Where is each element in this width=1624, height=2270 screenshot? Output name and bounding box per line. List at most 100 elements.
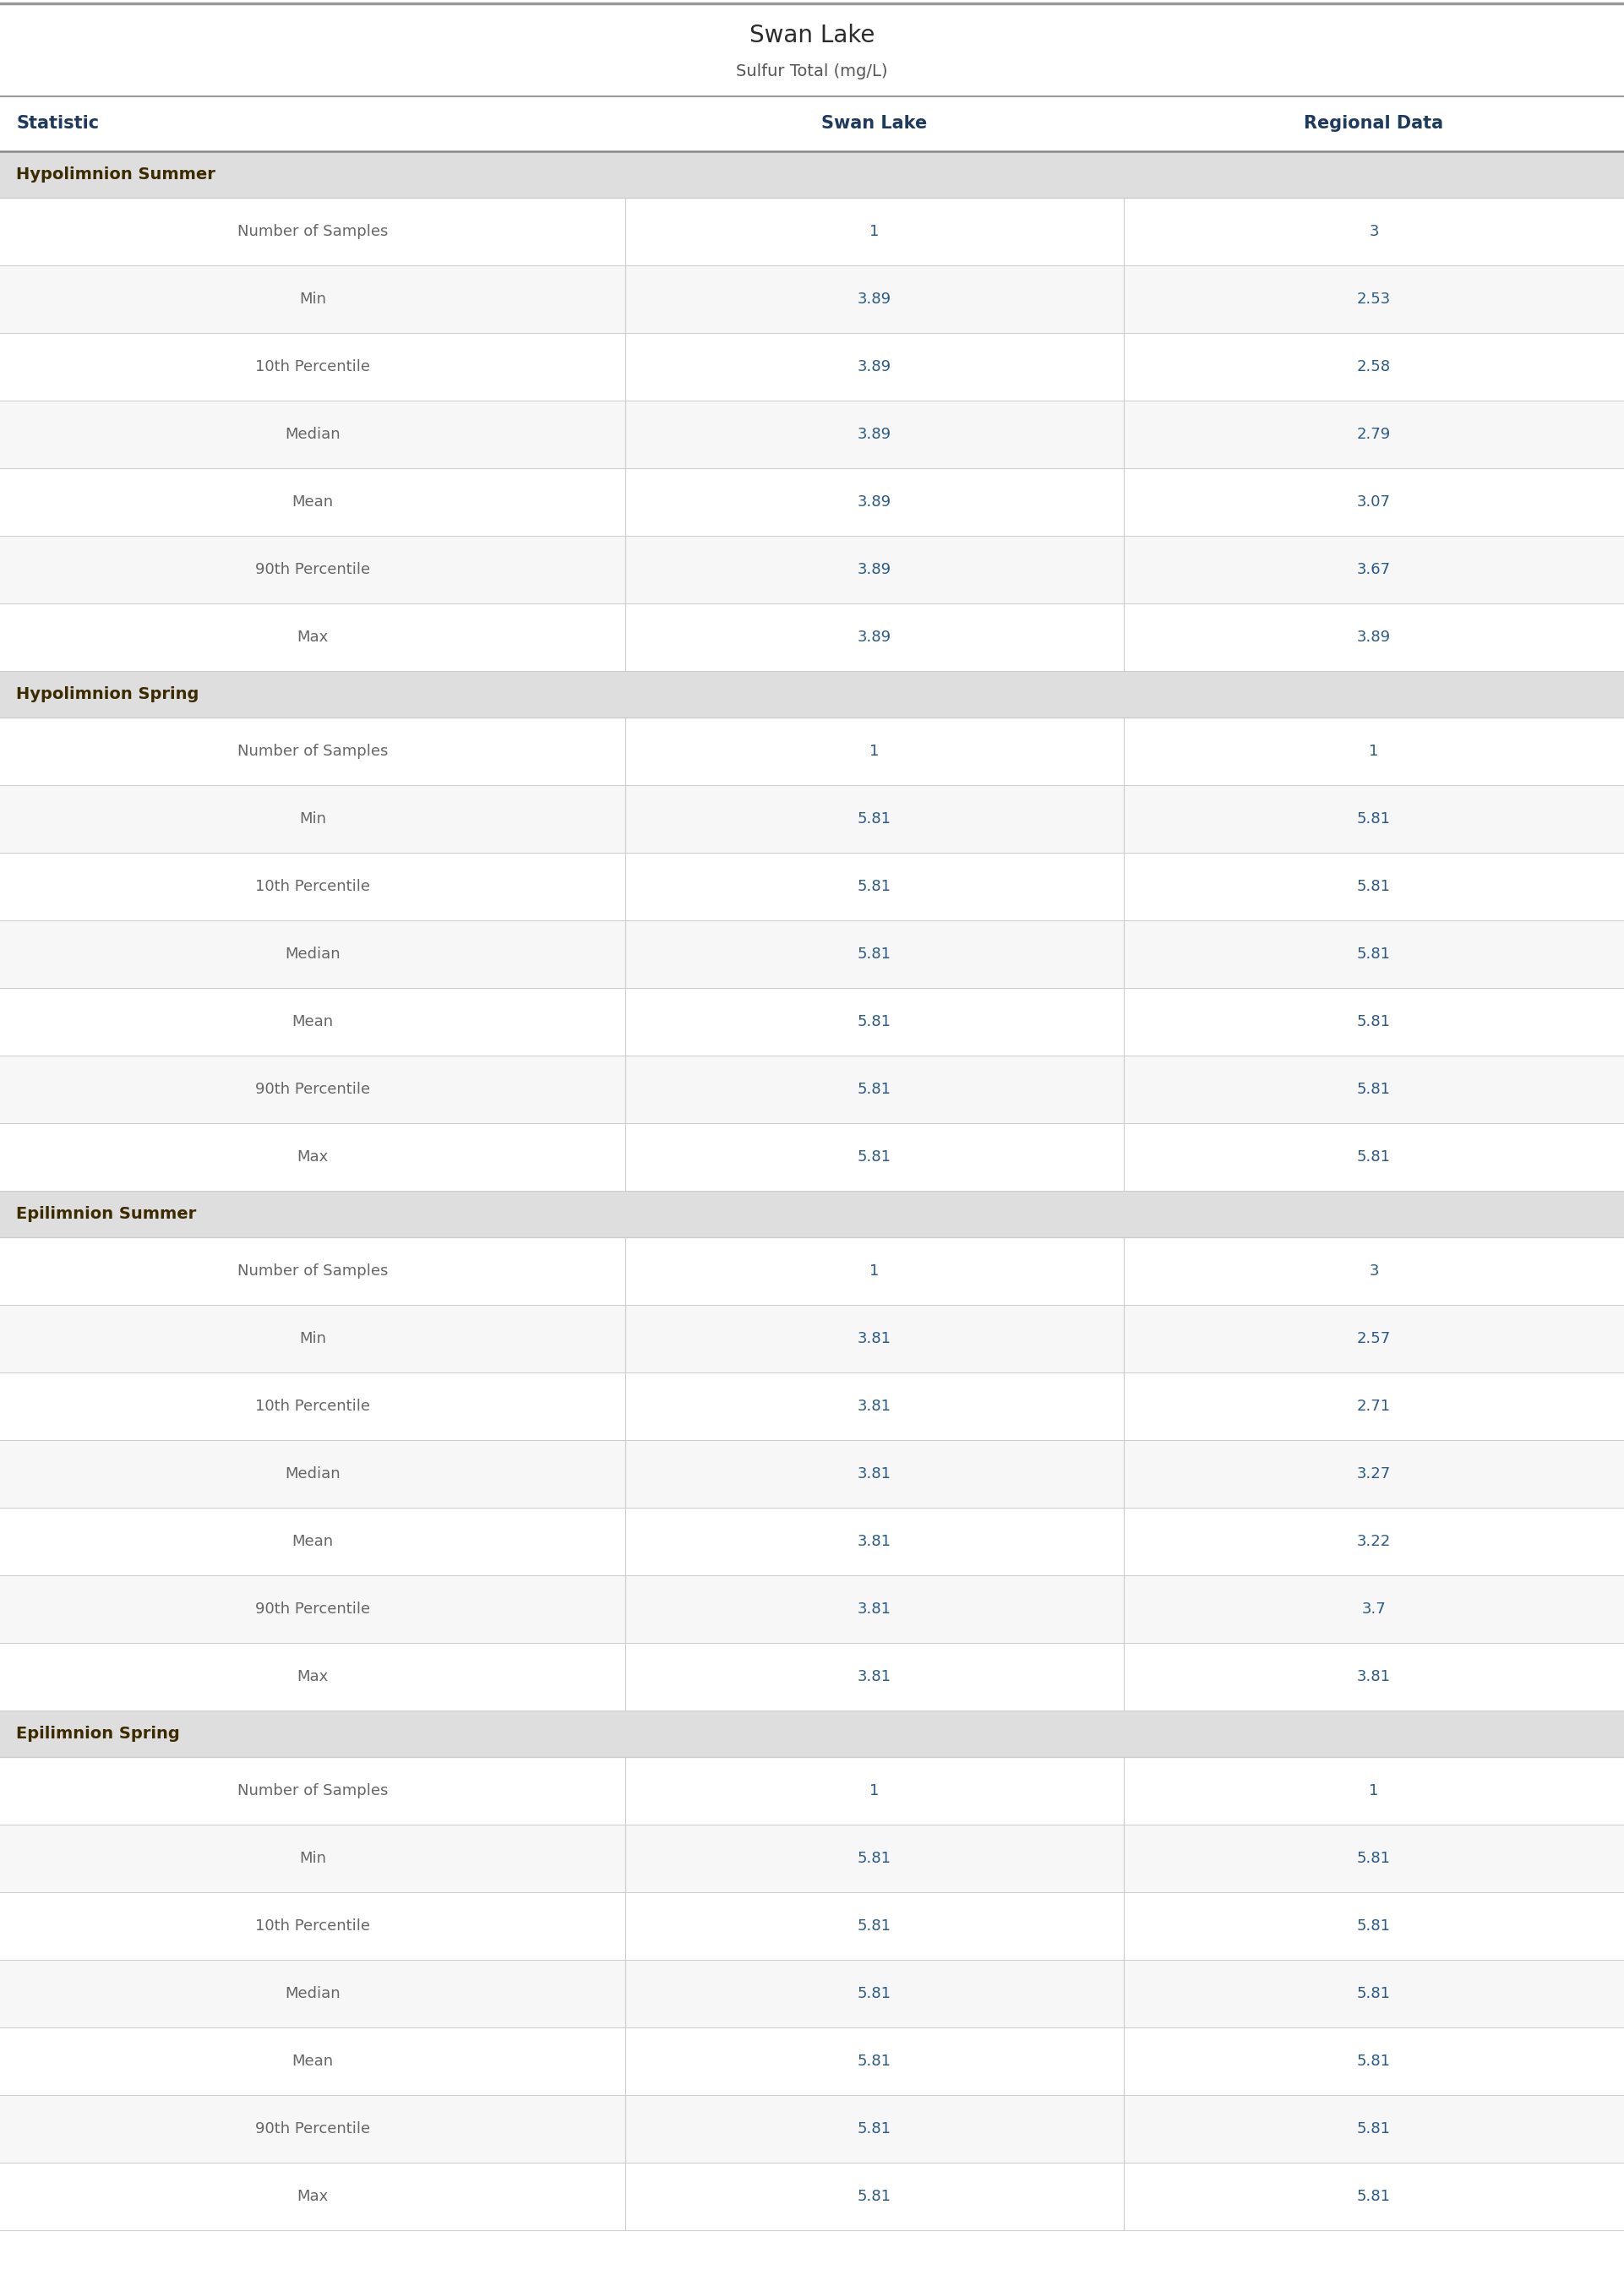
Text: Max: Max [297,1668,328,1684]
Text: 5.81: 5.81 [1358,2120,1390,2136]
Text: 10th Percentile: 10th Percentile [255,1398,370,1414]
Text: Median: Median [284,427,341,443]
Text: Number of Samples: Number of Samples [237,1264,388,1278]
Bar [0,334,1624,400]
Text: 5.81: 5.81 [1358,2188,1390,2204]
Text: Max: Max [297,629,328,645]
Bar [0,1757,1624,1825]
Text: 5.81: 5.81 [1358,947,1390,962]
Text: 3.89: 3.89 [857,495,892,508]
Text: 5.81: 5.81 [857,1918,892,1934]
Bar [0,1959,1624,2027]
Text: 5.81: 5.81 [1358,1986,1390,2002]
Bar [0,1237,1624,1305]
Text: 3.89: 3.89 [857,563,892,577]
Text: 5.81: 5.81 [1358,1918,1390,1934]
Text: 2.71: 2.71 [1358,1398,1390,1414]
Text: Number of Samples: Number of Samples [237,1784,388,1798]
Text: Min: Min [299,1330,326,1346]
Text: 3: 3 [1369,1264,1379,1278]
Text: Epilimnion Summer: Epilimnion Summer [16,1205,197,1221]
Text: 5.81: 5.81 [857,1083,892,1096]
Text: 5.81: 5.81 [857,947,892,962]
Bar [0,536,1624,604]
Bar [0,1825,1624,1893]
Text: 5.81: 5.81 [1358,1015,1390,1028]
Text: 90th Percentile: 90th Percentile [255,563,370,577]
Text: 3: 3 [1369,225,1379,238]
Text: 5.81: 5.81 [1358,878,1390,894]
Bar [0,604,1624,672]
Bar [0,1893,1624,1959]
Bar [0,1373,1624,1439]
Text: 5.81: 5.81 [857,2054,892,2068]
Text: Epilimnion Spring: Epilimnion Spring [16,1725,180,1741]
Text: Mean: Mean [292,2054,333,2068]
Text: 3.81: 3.81 [1358,1668,1390,1684]
Text: Number of Samples: Number of Samples [237,225,388,238]
Bar [0,785,1624,854]
Text: 3.67: 3.67 [1358,563,1390,577]
Text: 3.81: 3.81 [857,1668,892,1684]
Bar [0,197,1624,266]
Text: 5.81: 5.81 [857,2188,892,2204]
Text: 2.58: 2.58 [1358,359,1390,375]
Text: 3.89: 3.89 [857,629,892,645]
Text: 5.81: 5.81 [857,810,892,826]
Bar [0,919,1624,987]
Bar [0,1439,1624,1507]
Text: 3.81: 3.81 [857,1603,892,1616]
Bar [0,2163,1624,2231]
Bar [0,717,1624,785]
Bar [0,672,1624,717]
Text: 5.81: 5.81 [857,1986,892,2002]
Text: Swan Lake: Swan Lake [822,116,927,132]
Text: 5.81: 5.81 [1358,2054,1390,2068]
Text: 90th Percentile: 90th Percentile [255,1603,370,1616]
Text: 5.81: 5.81 [857,1149,892,1165]
Text: 1: 1 [870,225,879,238]
Text: 90th Percentile: 90th Percentile [255,2120,370,2136]
Bar [0,1643,1624,1712]
Text: 5.81: 5.81 [857,1015,892,1028]
Text: Median: Median [284,947,341,962]
Text: Hypolimnion Spring: Hypolimnion Spring [16,686,200,701]
Text: 3.89: 3.89 [1358,629,1390,645]
Text: 3.89: 3.89 [857,291,892,306]
Text: 3.81: 3.81 [857,1330,892,1346]
Text: 3.89: 3.89 [857,359,892,375]
Bar [0,152,1624,197]
Text: Mean: Mean [292,1015,333,1028]
Text: Mean: Mean [292,1535,333,1548]
Bar [0,266,1624,334]
Text: 5.81: 5.81 [857,2120,892,2136]
Bar [0,1056,1624,1124]
Text: 5.81: 5.81 [1358,1083,1390,1096]
Text: 3.81: 3.81 [857,1398,892,1414]
Text: 3.7: 3.7 [1363,1603,1385,1616]
Text: 5.81: 5.81 [857,878,892,894]
Text: Max: Max [297,1149,328,1165]
Text: Sulfur Total (mg/L): Sulfur Total (mg/L) [736,64,888,79]
Text: Hypolimnion Summer: Hypolimnion Summer [16,166,216,182]
Bar [0,2095,1624,2163]
Bar [0,854,1624,919]
Text: 1: 1 [870,1784,879,1798]
Text: 10th Percentile: 10th Percentile [255,1918,370,1934]
Text: Regional Data: Regional Data [1304,116,1444,132]
Bar [0,1575,1624,1643]
Bar [0,1192,1624,1237]
Text: 3.81: 3.81 [857,1466,892,1482]
Text: 5.81: 5.81 [857,1850,892,1866]
Text: Min: Min [299,810,326,826]
Text: Min: Min [299,291,326,306]
Text: Median: Median [284,1466,341,1482]
Text: 2.53: 2.53 [1358,291,1390,306]
Text: 2.57: 2.57 [1358,1330,1390,1346]
Text: 3.89: 3.89 [857,427,892,443]
Text: Median: Median [284,1986,341,2002]
Text: 5.81: 5.81 [1358,810,1390,826]
Text: 1: 1 [870,1264,879,1278]
Text: 10th Percentile: 10th Percentile [255,878,370,894]
Bar [0,2027,1624,2095]
